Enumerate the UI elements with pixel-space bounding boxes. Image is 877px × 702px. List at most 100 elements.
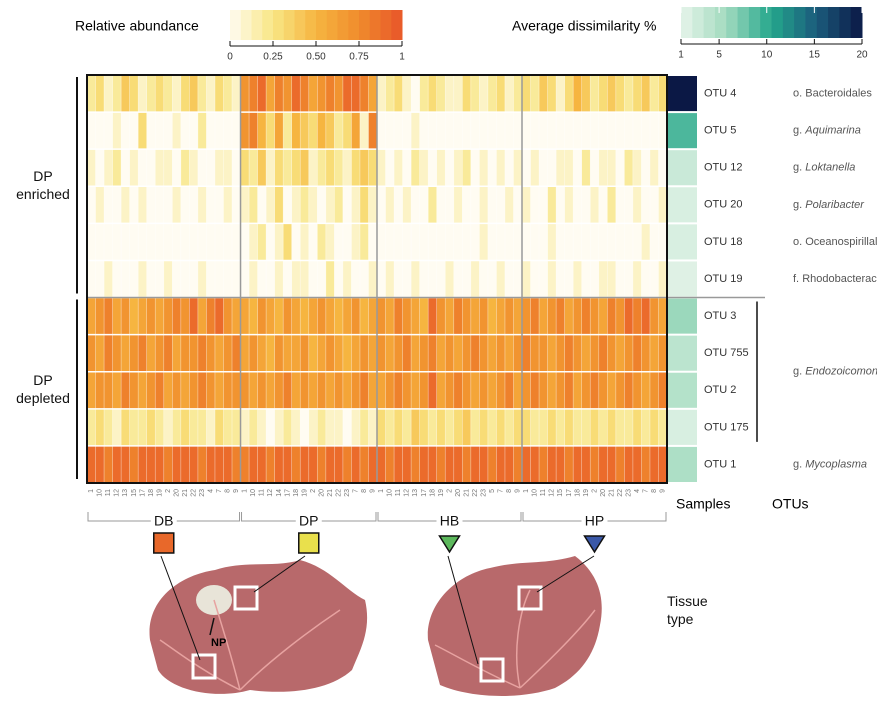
heat-cell xyxy=(197,445,207,483)
heat-cell xyxy=(104,334,113,372)
heat-cell xyxy=(146,260,156,298)
heat-cell xyxy=(197,149,207,187)
colorbar-step xyxy=(703,7,716,38)
heat-cell xyxy=(530,223,540,261)
otu-label: OTU 4 xyxy=(704,87,736,99)
heat-cell xyxy=(615,408,625,446)
sample-label: 12 xyxy=(114,489,121,497)
taxon-name: Aquimarina xyxy=(804,125,861,137)
heat-cell xyxy=(334,297,344,335)
heat-cell xyxy=(539,445,548,483)
heat-cell xyxy=(300,223,310,261)
heat-cell xyxy=(573,260,583,298)
heat-cell xyxy=(240,445,250,483)
sample-label: 17 xyxy=(139,489,146,497)
heatmap-frame xyxy=(86,74,668,484)
group-label-bg xyxy=(295,514,322,528)
colorbar-tick-label: 5 xyxy=(716,50,722,61)
heat-cell xyxy=(359,260,369,298)
otu-label: OTU 175 xyxy=(704,421,749,433)
heat-cell xyxy=(641,223,651,261)
taxon-name: Polaribacter xyxy=(805,199,865,211)
heat-cell xyxy=(504,75,514,113)
heat-cell xyxy=(470,445,480,483)
heat-cell xyxy=(556,112,565,150)
heat-cell xyxy=(368,371,378,409)
heat-cell xyxy=(291,149,301,187)
heat-cell xyxy=(632,445,642,483)
heat-cell xyxy=(368,260,378,298)
heat-cell xyxy=(121,371,130,409)
heat-cell xyxy=(189,334,199,372)
heat-cell xyxy=(530,445,540,483)
colorbar-step xyxy=(348,10,360,40)
dissimilarity-cell xyxy=(668,446,697,482)
heat-cell xyxy=(641,260,651,298)
heat-cell xyxy=(95,112,105,150)
sample-label: 17 xyxy=(284,489,291,497)
heat-cell xyxy=(607,260,617,298)
heat-cell xyxy=(121,408,130,446)
heat-cell xyxy=(189,408,199,446)
heat-cell xyxy=(615,186,625,224)
heat-cell xyxy=(436,186,446,224)
colorbar-step xyxy=(794,7,806,38)
heat-cell xyxy=(359,75,369,113)
heat-cell xyxy=(598,408,608,446)
heat-cell xyxy=(223,445,233,483)
colorbar-tick-label: 0 xyxy=(227,52,233,63)
colorbar-step xyxy=(262,10,274,40)
heat-cell xyxy=(453,112,463,150)
heat-cell xyxy=(598,371,608,409)
heat-cell xyxy=(232,75,241,113)
heat-cell xyxy=(257,186,267,224)
dissimilarity-cell xyxy=(668,298,697,334)
heat-cell xyxy=(581,445,591,483)
heat-cell xyxy=(300,186,310,224)
heat-cell xyxy=(138,149,148,187)
heat-cell xyxy=(138,186,148,224)
heat-cell xyxy=(428,260,438,298)
otu-label: OTU 2 xyxy=(704,384,736,396)
heat-cell xyxy=(513,75,523,113)
heat-cell xyxy=(402,223,412,261)
heat-cell xyxy=(291,445,301,483)
heat-cell xyxy=(334,334,344,372)
sample-label: 8 xyxy=(651,489,658,493)
heat-cell xyxy=(138,334,148,372)
group-label: DP xyxy=(299,513,318,529)
heat-cell xyxy=(155,408,165,446)
heat-cell xyxy=(334,223,344,261)
heat-cell xyxy=(624,371,634,409)
heat-cell xyxy=(581,371,591,409)
heat-cell xyxy=(197,112,207,150)
heat-cell xyxy=(581,149,591,187)
heat-cell xyxy=(598,75,608,113)
heat-cell xyxy=(240,371,250,409)
heat-cell xyxy=(470,408,480,446)
heat-cell xyxy=(573,445,583,483)
heat-cell xyxy=(590,260,600,298)
heat-cell xyxy=(206,112,216,150)
heat-cell xyxy=(172,186,182,224)
heat-cell xyxy=(163,260,173,298)
heat-cell xyxy=(342,149,352,187)
heat-cell xyxy=(283,112,293,150)
heat-cell xyxy=(351,445,361,483)
heat-cell xyxy=(95,186,105,224)
heat-cell xyxy=(300,408,310,446)
heat-cell xyxy=(504,334,514,372)
heat-cell xyxy=(624,75,634,113)
heat-cell xyxy=(496,445,506,483)
heat-cell xyxy=(539,334,548,372)
heat-cell xyxy=(411,186,420,224)
heat-cell xyxy=(411,445,420,483)
colorbar-tick-label: 10 xyxy=(761,50,773,61)
heat-cell xyxy=(402,445,412,483)
section-label: DP xyxy=(33,372,52,388)
heat-cell xyxy=(402,408,412,446)
heat-cell xyxy=(291,260,301,298)
sample-label: 18 xyxy=(429,489,436,497)
heat-cell xyxy=(163,297,173,335)
heat-cell xyxy=(658,408,668,446)
